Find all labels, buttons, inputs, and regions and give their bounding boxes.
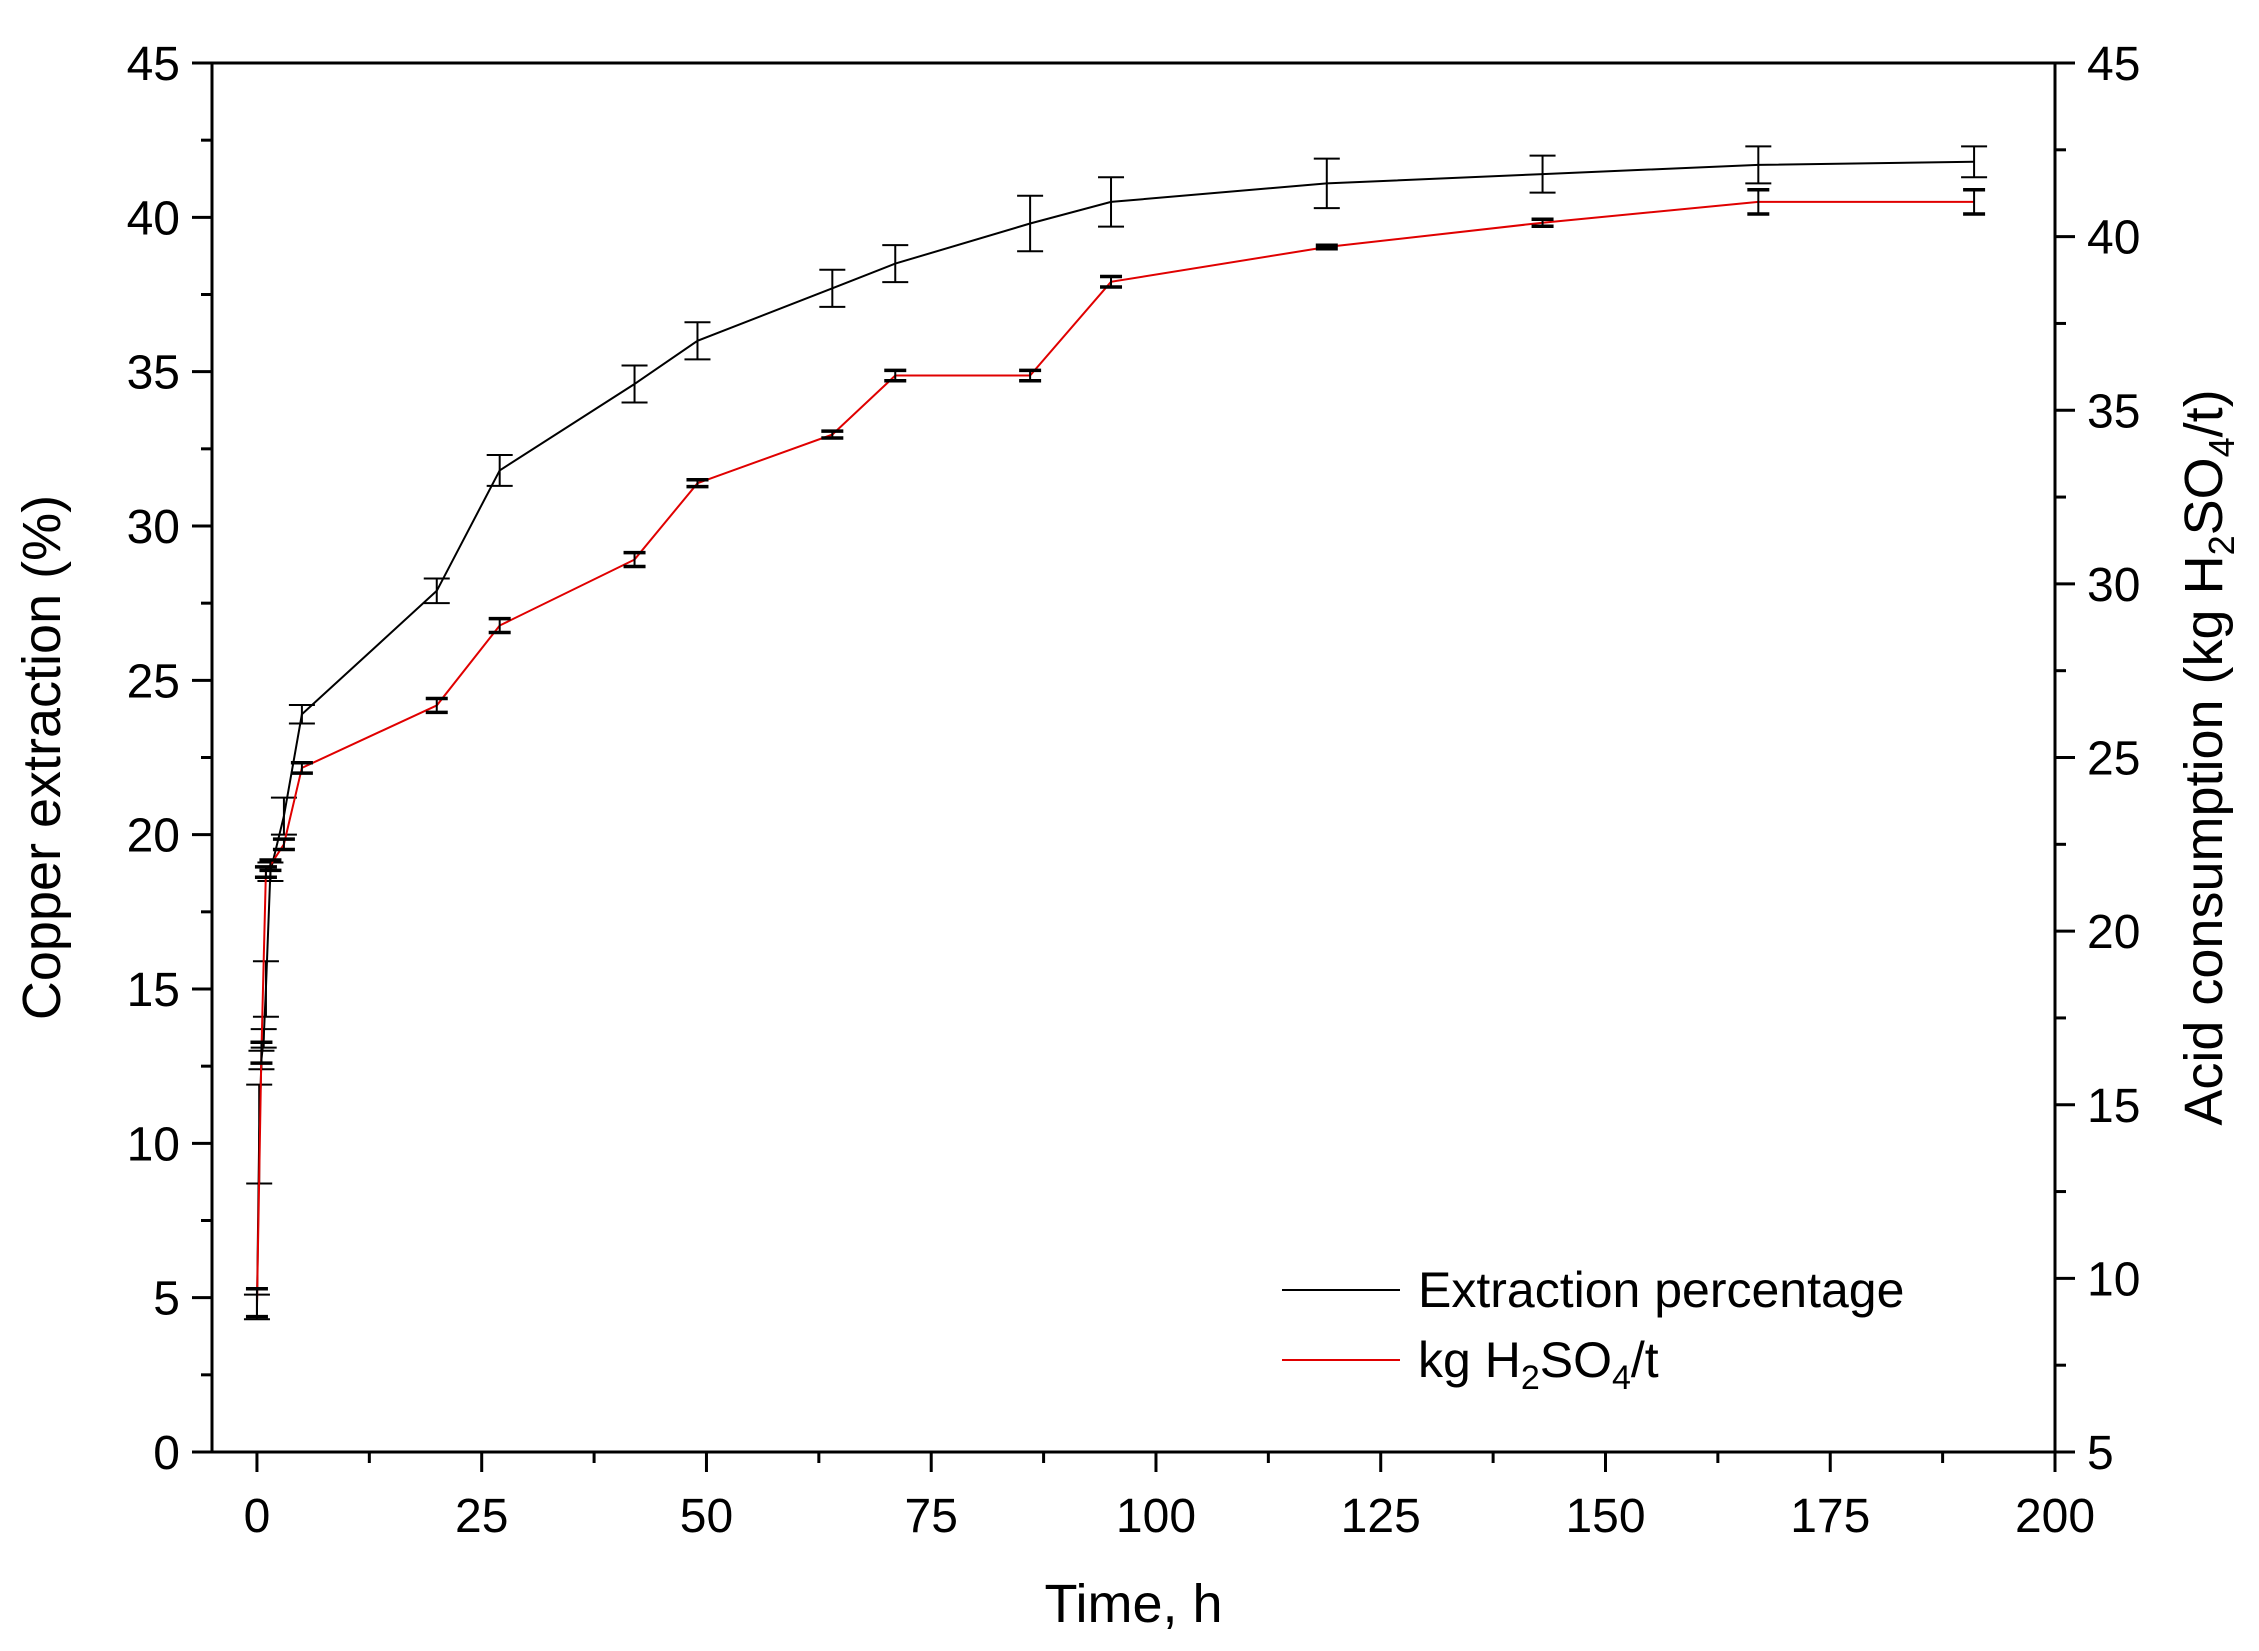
error-bar	[425, 696, 448, 715]
y-right-tick-label: 30	[2087, 559, 2140, 612]
y-left-axis: 0 5 10 15 20 25 30 35 40 45	[127, 38, 212, 1480]
y-right-title-mid: SO	[2174, 457, 2234, 535]
y-right-title-sub1: 2	[2201, 535, 2242, 555]
error-bar	[821, 429, 844, 440]
error-bar	[621, 364, 648, 404]
y-left-tick-label: 35	[127, 347, 180, 400]
error-bar	[1529, 154, 1556, 194]
error-bar	[882, 244, 909, 284]
plot-border	[210, 61, 2057, 1454]
legend-acid-prefix: kg H	[1418, 1332, 1521, 1388]
x-tick-label: 25	[455, 1490, 508, 1543]
error-bar	[1017, 194, 1044, 253]
legend-label-acid: kg H2SO4/t	[1418, 1332, 1659, 1397]
legend-label-extraction: Extraction percentage	[1418, 1262, 1904, 1318]
legend-acid-sub1: 2	[1521, 1359, 1540, 1397]
y-right-tick-label: 25	[2087, 733, 2140, 786]
y-right-tick-label: 15	[2087, 1080, 2140, 1133]
error-bar	[1100, 274, 1123, 289]
series-acid	[245, 187, 1986, 1319]
error-bar	[623, 550, 646, 569]
y-left-tick-label: 10	[127, 1118, 180, 1171]
error-bar	[684, 321, 711, 361]
y-right-tick-label: 45	[2087, 38, 2140, 91]
x-tick-label: 125	[1341, 1490, 1421, 1543]
x-tick-label: 150	[1565, 1490, 1645, 1543]
x-tick-label: 0	[244, 1490, 271, 1543]
error-bar	[245, 1287, 268, 1319]
error-bar	[270, 796, 297, 836]
error-bar	[1098, 176, 1125, 228]
error-bar	[252, 960, 279, 1018]
series-layer	[243, 145, 1988, 1321]
x-tick-label: 100	[1116, 1490, 1196, 1543]
error-bar	[1313, 157, 1340, 210]
legend-acid-mid: SO	[1540, 1332, 1612, 1388]
x-tick-label: 50	[680, 1490, 733, 1543]
error-bar	[488, 616, 511, 635]
legend-acid-sub2: 4	[1612, 1359, 1631, 1397]
legend: Extraction percentage kg H2SO4/t	[1282, 1262, 1904, 1397]
x-axis: 0 25 50 75 100 125 150 175 200	[244, 1452, 2095, 1543]
error-bar	[259, 858, 282, 873]
y-left-tick-label: 15	[127, 964, 180, 1017]
y-right-title-suffix: /t)	[2174, 389, 2234, 437]
error-bar	[272, 837, 295, 852]
y-left-tick-label: 20	[127, 810, 180, 863]
error-bar	[250, 1028, 277, 1049]
error-bar	[1315, 243, 1338, 251]
y-left-tick-label: 45	[127, 38, 180, 91]
x-tick-label: 175	[1790, 1490, 1870, 1543]
error-bar	[1963, 187, 1986, 216]
error-bar	[1961, 145, 1988, 179]
y-left-tick-label: 5	[153, 1273, 180, 1326]
x-tick-label: 200	[2015, 1490, 2095, 1543]
error-bar	[1747, 187, 1770, 216]
y-right-tick-label: 35	[2087, 385, 2140, 438]
x-tick-label: 75	[905, 1490, 958, 1543]
error-bar	[686, 477, 709, 489]
y-left-tick-label: 25	[127, 655, 180, 708]
y-left-tick-label: 0	[153, 1427, 180, 1480]
plot-frame	[210, 61, 2057, 1454]
y-right-tick-label: 5	[2087, 1427, 2114, 1480]
series-extraction	[243, 145, 1988, 1321]
y-left-axis-title: Copper extraction (%)	[12, 495, 72, 1020]
error-bar	[290, 760, 313, 775]
error-bar	[288, 704, 315, 725]
error-bar	[819, 268, 846, 308]
series-line	[256, 200, 1975, 1303]
error-bar	[250, 1040, 273, 1065]
error-bar	[1531, 217, 1554, 228]
y-right-tick-label: 10	[2087, 1253, 2140, 1306]
error-bar	[884, 368, 907, 383]
error-bar	[423, 577, 450, 605]
y-left-tick-label: 40	[127, 192, 180, 245]
y-left-tick-label: 30	[127, 501, 180, 554]
y-right-title-sub2: 4	[2201, 437, 2242, 457]
y-right-tick-label: 40	[2087, 212, 2140, 265]
series-line	[256, 160, 1975, 1307]
y-right-axis: 5 10 15 20 25 30 35 40 45	[2055, 38, 2140, 1480]
y-right-tick-label: 20	[2087, 906, 2140, 959]
error-bar	[1019, 368, 1042, 383]
error-bar	[1745, 145, 1772, 185]
x-axis-title: Time, h	[1044, 1574, 1222, 1634]
legend-acid-suffix: /t	[1631, 1332, 1659, 1388]
error-bar	[486, 454, 513, 487]
y-right-axis-title: Acid consumption (kg H2SO4/t)	[2174, 389, 2242, 1125]
y-right-title-prefix: Acid consumption (kg H	[2174, 555, 2234, 1125]
